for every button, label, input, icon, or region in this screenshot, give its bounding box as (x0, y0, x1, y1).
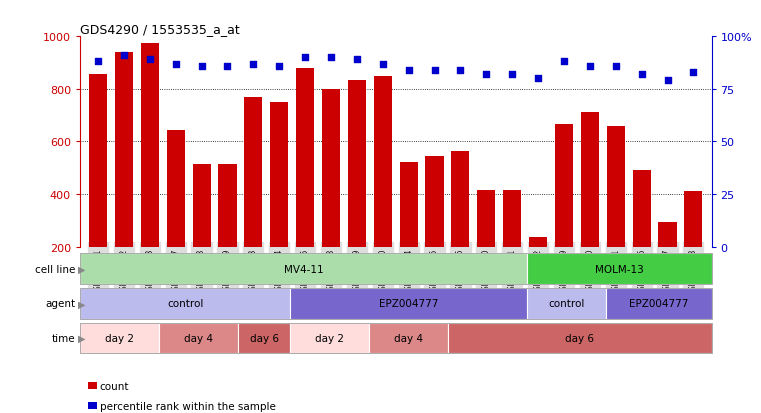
Bar (322, 90, 340, 247)
Point (92, 59, 104, 66)
Text: MV4-11: MV4-11 (284, 264, 323, 274)
Bar (238, 323, 291, 354)
Text: percentile rank within the sample: percentile rank within the sample (100, 401, 275, 411)
Text: EPZ004777: EPZ004777 (379, 299, 438, 309)
Bar (451, 151, 470, 247)
Bar (115, 53, 133, 247)
Bar (80, 323, 159, 354)
Point (247, 61, 260, 68)
Text: cell line: cell line (35, 264, 75, 274)
Bar (581, 113, 599, 247)
Text: GDS4290 / 1553535_a_at: GDS4290 / 1553535_a_at (80, 23, 240, 36)
Point (118, 53, 130, 59)
Text: count: count (100, 381, 129, 391)
Bar (607, 126, 625, 247)
Bar (291, 323, 369, 354)
Bar (218, 164, 237, 247)
Bar (400, 163, 418, 247)
Point (428, 67, 441, 74)
Point (144, 57, 156, 64)
Bar (527, 254, 712, 284)
Bar (555, 125, 573, 247)
Bar (374, 76, 392, 247)
Bar (684, 192, 702, 247)
Bar (141, 44, 159, 247)
Point (196, 63, 208, 70)
Point (221, 63, 234, 70)
Point (506, 71, 518, 78)
Point (610, 63, 622, 70)
Text: day 4: day 4 (394, 333, 423, 343)
Text: control: control (167, 299, 203, 309)
Text: day 2: day 2 (315, 333, 345, 343)
Bar (80, 288, 291, 319)
Point (170, 61, 182, 68)
Point (687, 69, 699, 76)
Text: time: time (52, 333, 75, 343)
Bar (607, 288, 712, 319)
Text: day 6: day 6 (250, 333, 279, 343)
Bar (369, 323, 448, 354)
Bar (448, 323, 712, 354)
Point (273, 63, 285, 70)
Bar (425, 157, 444, 247)
Text: MOLM-13: MOLM-13 (595, 264, 644, 274)
Bar (503, 190, 521, 247)
Text: ▶: ▶ (78, 333, 86, 343)
Point (532, 76, 544, 83)
Bar (527, 288, 607, 319)
Text: ▶: ▶ (78, 264, 86, 274)
Bar (477, 190, 495, 247)
Text: EPZ004777: EPZ004777 (629, 299, 689, 309)
Text: control: control (549, 299, 585, 309)
Bar (291, 288, 527, 319)
Bar (244, 97, 263, 247)
Point (299, 55, 311, 62)
Text: day 4: day 4 (184, 333, 213, 343)
Point (403, 67, 415, 74)
Bar (270, 103, 288, 247)
Bar (529, 238, 547, 247)
Point (558, 59, 570, 66)
Text: day 6: day 6 (565, 333, 594, 343)
Bar (296, 69, 314, 247)
Text: ▶: ▶ (78, 299, 86, 309)
Bar (348, 81, 366, 247)
Point (377, 61, 389, 68)
Text: day 2: day 2 (105, 333, 134, 343)
Point (635, 71, 648, 78)
Bar (159, 323, 238, 354)
Point (480, 71, 492, 78)
Text: agent: agent (45, 299, 75, 309)
Bar (632, 171, 651, 247)
Point (661, 78, 673, 85)
Bar (89, 75, 107, 247)
Point (584, 63, 596, 70)
Bar (167, 130, 185, 247)
Point (454, 67, 466, 74)
Bar (658, 222, 677, 247)
Point (351, 57, 363, 64)
Bar (193, 164, 211, 247)
Point (325, 55, 337, 62)
Bar (80, 254, 527, 284)
